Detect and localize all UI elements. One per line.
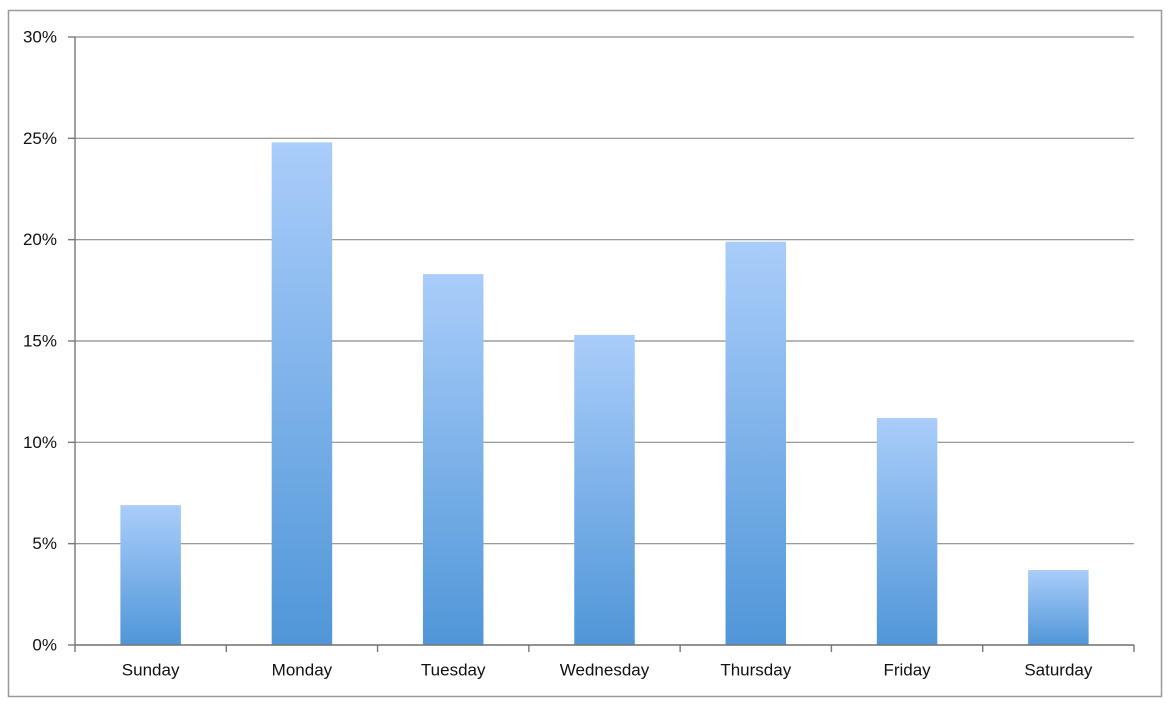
x-tick-label: Saturday [1024,660,1093,679]
y-tick-label: 30% [23,27,57,46]
x-tick-label: Wednesday [560,660,650,679]
y-tick-label: 20% [23,230,57,249]
y-tick-label: 5% [32,534,57,553]
bar [120,505,181,645]
x-tick-label: Tuesday [421,660,486,679]
bar [271,142,333,646]
bar [725,241,787,645]
bar [422,274,484,645]
x-tick-label: Sunday [122,660,180,679]
y-tick-label: 0% [32,635,57,654]
x-tick-label: Friday [883,660,931,679]
y-tick-label: 25% [23,129,57,148]
y-tick-label: 10% [23,433,57,452]
y-tick-label: 15% [23,331,57,350]
x-tick-label: Monday [272,660,333,679]
bar [574,334,635,645]
bar [876,418,938,645]
bar [1028,570,1089,645]
x-tick-label: Thursday [720,660,791,679]
